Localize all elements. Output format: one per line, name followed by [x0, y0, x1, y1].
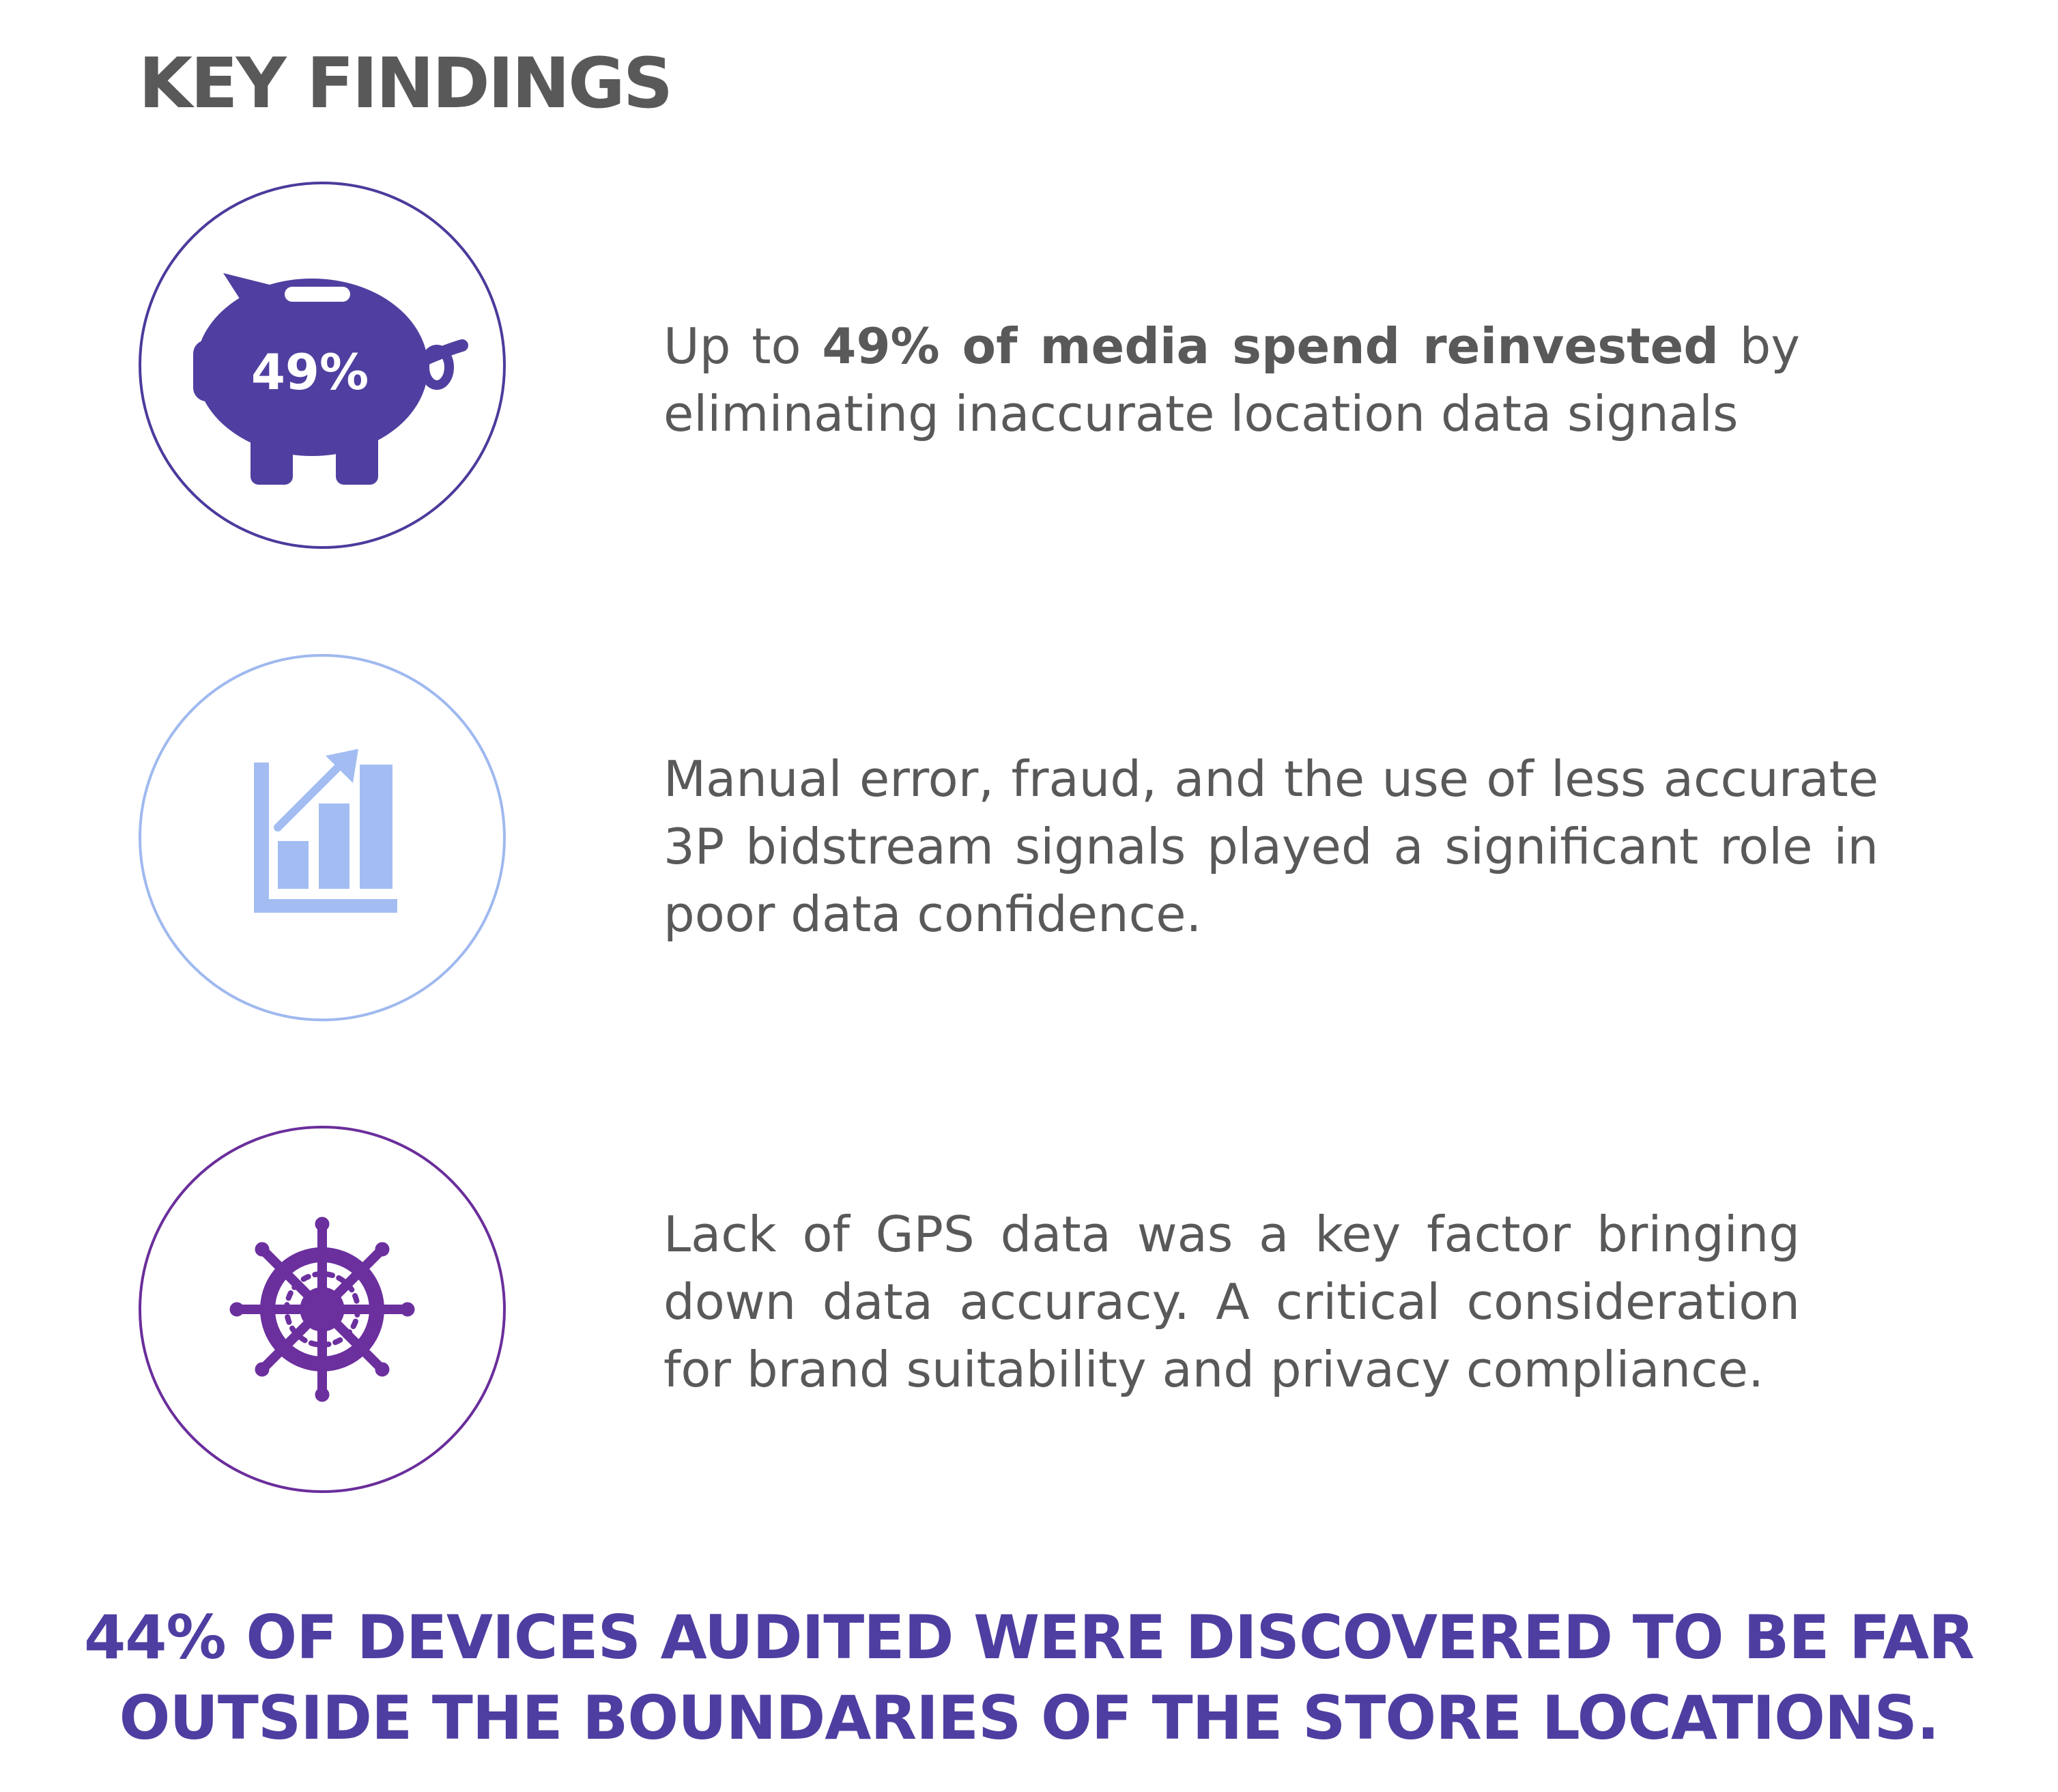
finding-text-1: Up to 49% of media spend reinvested by e… [663, 313, 1800, 448]
bar-chart-growth-icon [254, 749, 397, 913]
ship-wheel-icon [229, 1217, 415, 1402]
finding-text-3: Lack of GPS data was a key factor bringi… [663, 1206, 1800, 1398]
finding-icon-circle-3 [139, 1126, 506, 1493]
finding-1-highlight: 49% of media spend reinvested [822, 317, 1719, 375]
finding-1-prefix: Up to [663, 317, 823, 375]
finding-icon-circle-2 [139, 654, 506, 1021]
summary-callout-line-1: 44% OF DEVICES AUDITED WERE DISCOVERED T… [84, 1602, 1975, 1673]
finding-icon-circle-1: 49% [139, 182, 506, 549]
summary-callout-line-2: OUTSIDE THE BOUNDARIES OF THE STORE LOCA… [119, 1683, 1940, 1753]
piggy-bank-percent-label: 49% [251, 343, 369, 401]
page-title: KEY FINDINGS [139, 43, 673, 124]
summary-callout: 44% OF DEVICES AUDITED WERE DISCOVERED T… [68, 1597, 1990, 1759]
finding-1-suffix: by eliminating inaccurate location data … [663, 317, 1800, 442]
piggy-bank-icon: 49% [193, 273, 468, 485]
finding-text-2: Manual error, fraud, and the use of less… [663, 750, 1878, 943]
